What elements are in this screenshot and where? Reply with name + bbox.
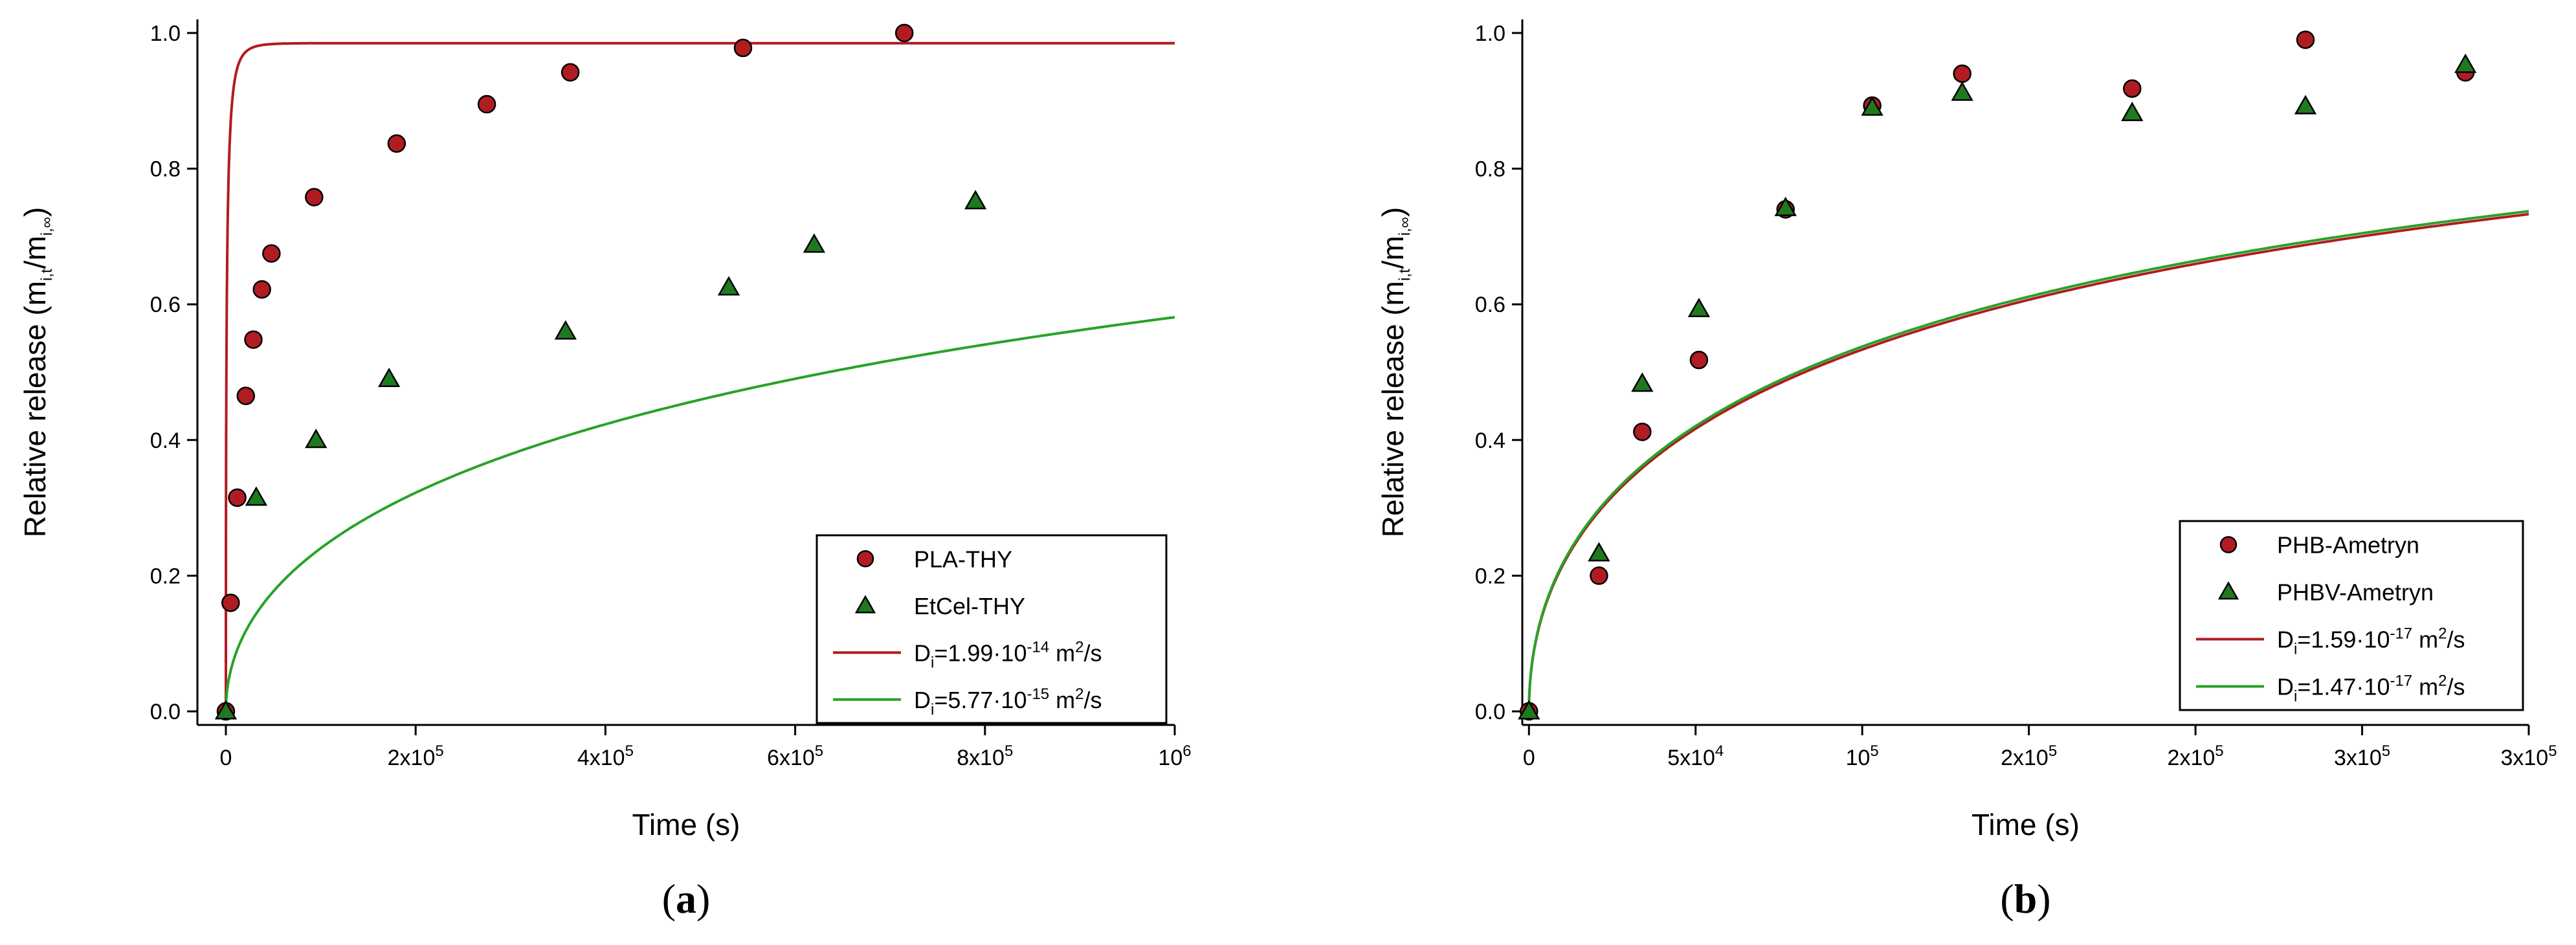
chart-b-point-phb-ametryn-7 (2123, 79, 2142, 98)
chart-b-point-phbv-ametryn-4 (1774, 196, 1797, 216)
chart-a-point-etcel-thy-5 (717, 276, 740, 296)
chart-b-xtick-label-4: 2x105 (2168, 742, 2224, 770)
chart-a-ytick-label-0: 0.0 (150, 700, 181, 724)
chart-b-legend-fit-label-0: Di=1.59·10-17 m2/s (2277, 625, 2465, 658)
chart-a-point-etcel-thy-6 (803, 233, 826, 253)
chart-a-legend-marker-0 (856, 550, 874, 568)
chart-b-point-phb-ametryn-3 (1689, 350, 1709, 370)
chart-b-y-axis-title: Relative release (mi,t/mi,∞) (1376, 207, 1414, 537)
chart-b-ytick-label-0: 0.0 (1475, 700, 1505, 724)
chart-a-xtick-label-3: 6x105 (767, 742, 823, 770)
chart-a-point-etcel-thy-0 (214, 700, 238, 720)
chart-a-point-etcel-thy-4 (554, 320, 577, 340)
chart-a-legend-marker-1 (854, 595, 876, 614)
chart-b-legend-fit-label-1: Di=1.47·10-17 m2/s (2277, 673, 2465, 706)
chart-a-ytick-label-1: 0.2 (150, 564, 181, 588)
chart-b-ytick-label-4: 0.8 (1475, 157, 1505, 182)
chart-b-xtick-label-3: 2x105 (2001, 742, 2057, 770)
chart-a-point-etcel-thy-2 (305, 428, 328, 449)
chart-a-xtick-label-4: 8x105 (957, 742, 1013, 770)
chart-a-fit-line-1 (225, 316, 1175, 711)
chart-b-xtick-label-0: 0 (1523, 746, 1535, 770)
chart-a-point-pla-thy-4 (244, 330, 263, 349)
chart-b-ytick-label-1: 0.2 (1475, 564, 1505, 588)
chart-b-legend-marker-0 (2219, 536, 2237, 553)
chart-a-point-pla-thy-7 (305, 188, 324, 206)
chart-b-xtick-label-1: 5x104 (1667, 742, 1724, 770)
chart-a: 0.0 0.2 0.4 0.6 0.8 1.0 0 2x105 4x105 6x105 8x105 1… (18, 19, 1192, 922)
chart-a-point-etcel-thy-7 (964, 190, 987, 210)
chart-b-point-phbv-ametryn-2 (1631, 372, 1654, 392)
chart-b-ytick-label-5: 1.0 (1475, 21, 1505, 46)
chart-a-xtick-label-0: 0 (220, 746, 232, 770)
chart-a-point-pla-thy-10 (561, 63, 580, 82)
chart-a-point-pla-thy-11 (733, 38, 753, 58)
chart-a-point-pla-thy-1 (221, 594, 240, 612)
chart-b-point-phb-ametryn-1 (1590, 566, 1608, 585)
chart-b-xtick-label-2: 105 (1846, 742, 1879, 770)
chart-b-legend-label-0: PHB-Ametryn (2277, 532, 2419, 559)
chart-b-point-phbv-ametryn-9 (2454, 53, 2477, 73)
chart-b: 0.0 0.2 0.4 0.6 0.8 1.0 0 5x104 105 2x105 2x105 3x1… (1376, 19, 2557, 922)
chart-b-ytick-label-2: 0.4 (1475, 428, 1505, 453)
chart-a-xtick-label-2: 4x105 (577, 742, 634, 770)
chart-a-point-etcel-thy-3 (377, 367, 401, 387)
chart-a-point-pla-thy-2 (228, 488, 247, 507)
chart-b-x-axis-title: Time (s) (1971, 808, 2080, 841)
chart-a-point-pla-thy-5 (252, 280, 271, 299)
chart-a-legend-fit-label-0: Di=1.99·10-14 m2/s (914, 638, 1102, 671)
chart-a-x-axis-title: Time (s) (632, 808, 740, 841)
chart-b-ytick-label-3: 0.6 (1475, 293, 1505, 317)
chart-a-legend-label-0: PLA-THY (914, 546, 1012, 572)
chart-b-point-phb-ametryn-6 (1953, 64, 1971, 83)
chart-a-ytick-label-2: 0.4 (150, 428, 181, 453)
chart-b-point-phbv-ametryn-6 (1951, 81, 1973, 101)
chart-b-point-phb-ametryn-8 (2296, 30, 2315, 49)
chart-a-fit-line-0 (225, 41, 1175, 711)
chart-b-xtick-label-5: 3x105 (2334, 742, 2390, 770)
chart-b-point-phbv-ametryn-0 (1518, 700, 1540, 720)
chart-b-point-phb-ametryn-2 (1633, 422, 1652, 441)
chart-a-point-pla-thy-6 (262, 244, 281, 263)
chart-b-xtick-label-6: 3x105 (2500, 742, 2557, 770)
chart-a-y-axis-title: Relative release (mi,t/mi,∞) (18, 207, 56, 537)
chart-a-legend-label-1: EtCel-THY (914, 593, 1025, 619)
chart-a-xtick-label-5: 106 (1158, 742, 1191, 770)
chart-b-panel-label: (b) (2000, 876, 2050, 922)
chart-a-ytick-label-4: 0.8 (150, 157, 181, 182)
chart-b-point-phbv-ametryn-7 (2121, 102, 2144, 122)
chart-b-legend-box (2179, 520, 2524, 711)
chart-a-point-etcel-thy-1 (245, 486, 268, 506)
chart-a-legend-box (816, 534, 1168, 724)
chart-a-point-pla-thy-8 (387, 134, 406, 153)
chart-a-panel-label: (a) (662, 876, 711, 922)
chart-b-point-phbv-ametryn-5 (1861, 96, 1883, 116)
chart-b-legend-label-1: PHBV-Ametryn (2277, 579, 2434, 606)
chart-a-point-pla-thy-12 (894, 23, 914, 43)
chart-b-point-phbv-ametryn-3 (1687, 298, 1711, 318)
chart-b-point-phbv-ametryn-1 (1588, 542, 1610, 562)
chart-a-point-pla-thy-9 (477, 94, 496, 114)
chart-a-ytick-label-3: 0.6 (150, 293, 181, 317)
chart-b-legend-marker-1 (2217, 581, 2239, 600)
chart-a-ytick-label-5: 1.0 (150, 21, 181, 46)
chart-b-point-phbv-ametryn-8 (2294, 94, 2317, 115)
chart-a-xtick-label-1: 2x105 (388, 742, 444, 770)
chart-a-legend-fit-label-1: Di=5.77·10-15 m2/s (914, 685, 1102, 718)
chart-a-point-pla-thy-3 (236, 386, 256, 405)
chart-b-fit-line-1 (1527, 210, 2529, 711)
